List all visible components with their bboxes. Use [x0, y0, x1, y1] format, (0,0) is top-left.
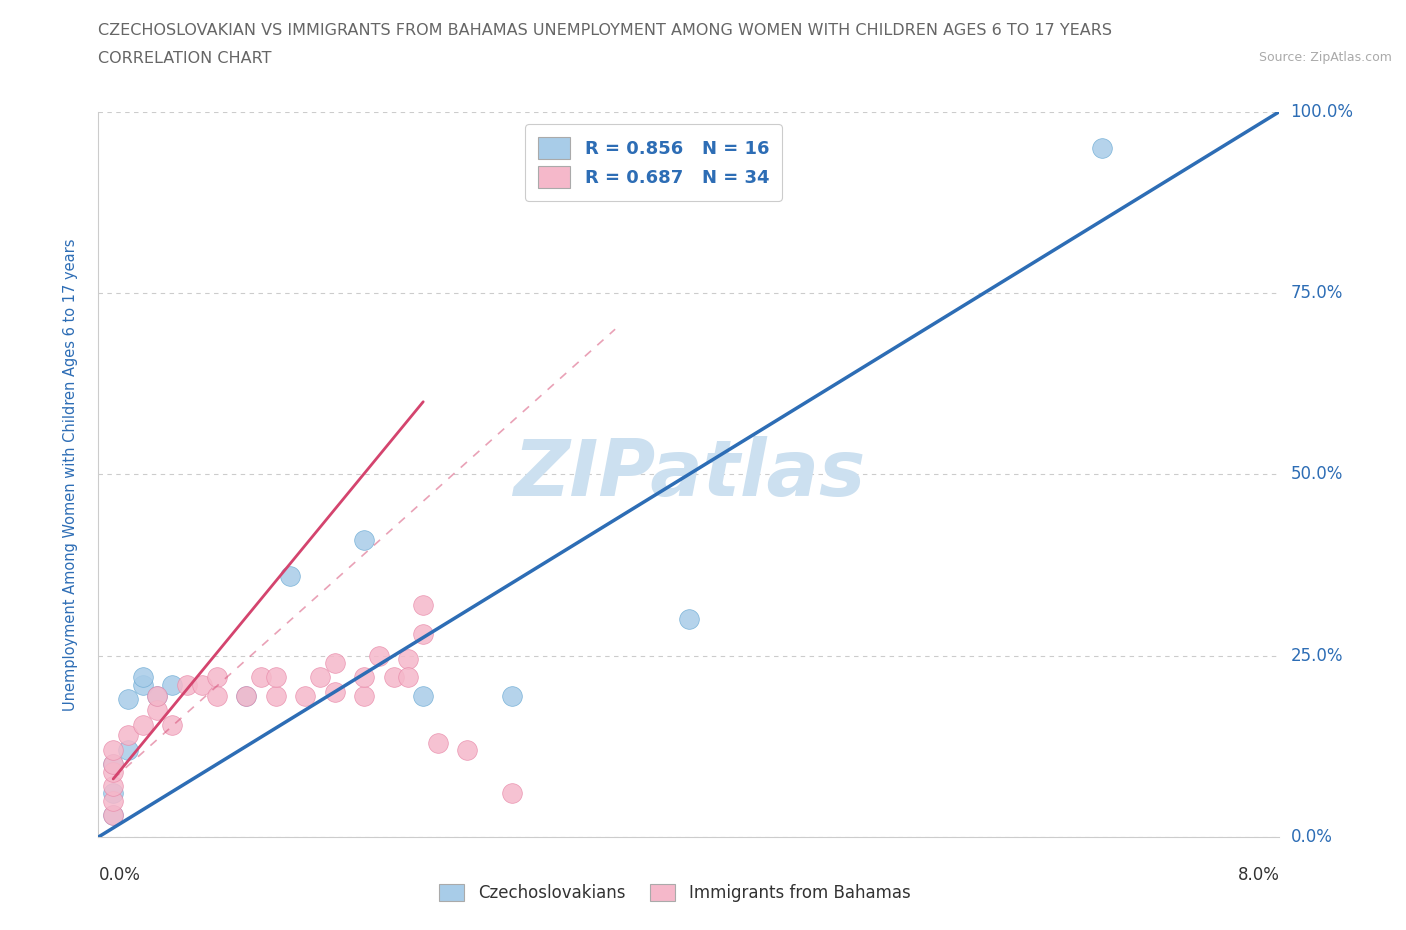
Point — [103, 793, 124, 808]
Text: 50.0%: 50.0% — [1291, 465, 1343, 484]
Point — [382, 670, 405, 684]
Point — [264, 670, 287, 684]
Point — [176, 677, 198, 692]
Point — [367, 648, 389, 663]
Text: ZIPatlas: ZIPatlas — [513, 436, 865, 512]
Point — [103, 764, 124, 779]
Point — [396, 652, 419, 667]
Point — [191, 677, 214, 692]
Point — [353, 532, 375, 547]
Point — [235, 688, 257, 703]
Point — [412, 627, 434, 642]
Text: 75.0%: 75.0% — [1291, 284, 1343, 302]
Point — [103, 742, 124, 757]
Point — [501, 786, 523, 801]
Point — [146, 688, 169, 703]
Point — [117, 742, 139, 757]
Point — [396, 670, 419, 684]
Point — [132, 670, 155, 684]
Point — [323, 684, 346, 699]
Point — [117, 728, 139, 743]
Point — [146, 688, 169, 703]
Text: CZECHOSLOVAKIAN VS IMMIGRANTS FROM BAHAMAS UNEMPLOYMENT AMONG WOMEN WITH CHILDRE: CZECHOSLOVAKIAN VS IMMIGRANTS FROM BAHAM… — [98, 23, 1112, 38]
Point — [103, 778, 124, 793]
Y-axis label: Unemployment Among Women with Children Ages 6 to 17 years: Unemployment Among Women with Children A… — [63, 238, 77, 711]
Point — [117, 692, 139, 707]
Text: CORRELATION CHART: CORRELATION CHART — [98, 51, 271, 66]
Text: 8.0%: 8.0% — [1237, 866, 1279, 884]
Point — [412, 597, 434, 612]
Point — [132, 717, 155, 732]
Text: Source: ZipAtlas.com: Source: ZipAtlas.com — [1258, 51, 1392, 64]
Point — [103, 808, 124, 823]
Point — [412, 688, 434, 703]
Point — [353, 670, 375, 684]
Legend: R = 0.856   N = 16, R = 0.687   N = 34: R = 0.856 N = 16, R = 0.687 N = 34 — [526, 125, 782, 201]
Legend: Czechoslovakians, Immigrants from Bahamas: Czechoslovakians, Immigrants from Bahama… — [429, 874, 921, 912]
Point — [235, 688, 257, 703]
Point — [132, 677, 155, 692]
Point — [456, 742, 478, 757]
Point — [308, 670, 332, 684]
Point — [323, 656, 346, 671]
Point — [103, 757, 124, 772]
Point — [162, 677, 183, 692]
Point — [162, 717, 183, 732]
Point — [294, 688, 316, 703]
Point — [426, 736, 449, 751]
Point — [205, 688, 228, 703]
Point — [250, 670, 273, 684]
Text: 0.0%: 0.0% — [1291, 828, 1333, 846]
Text: 100.0%: 100.0% — [1291, 102, 1354, 121]
Point — [501, 688, 523, 703]
Point — [353, 688, 375, 703]
Point — [103, 786, 124, 801]
Point — [103, 808, 124, 823]
Point — [1091, 140, 1114, 155]
Text: 25.0%: 25.0% — [1291, 646, 1343, 665]
Point — [146, 703, 169, 718]
Point — [278, 568, 301, 583]
Point — [264, 688, 287, 703]
Text: 0.0%: 0.0% — [98, 866, 141, 884]
Point — [205, 670, 228, 684]
Point — [678, 612, 700, 627]
Point — [103, 757, 124, 772]
